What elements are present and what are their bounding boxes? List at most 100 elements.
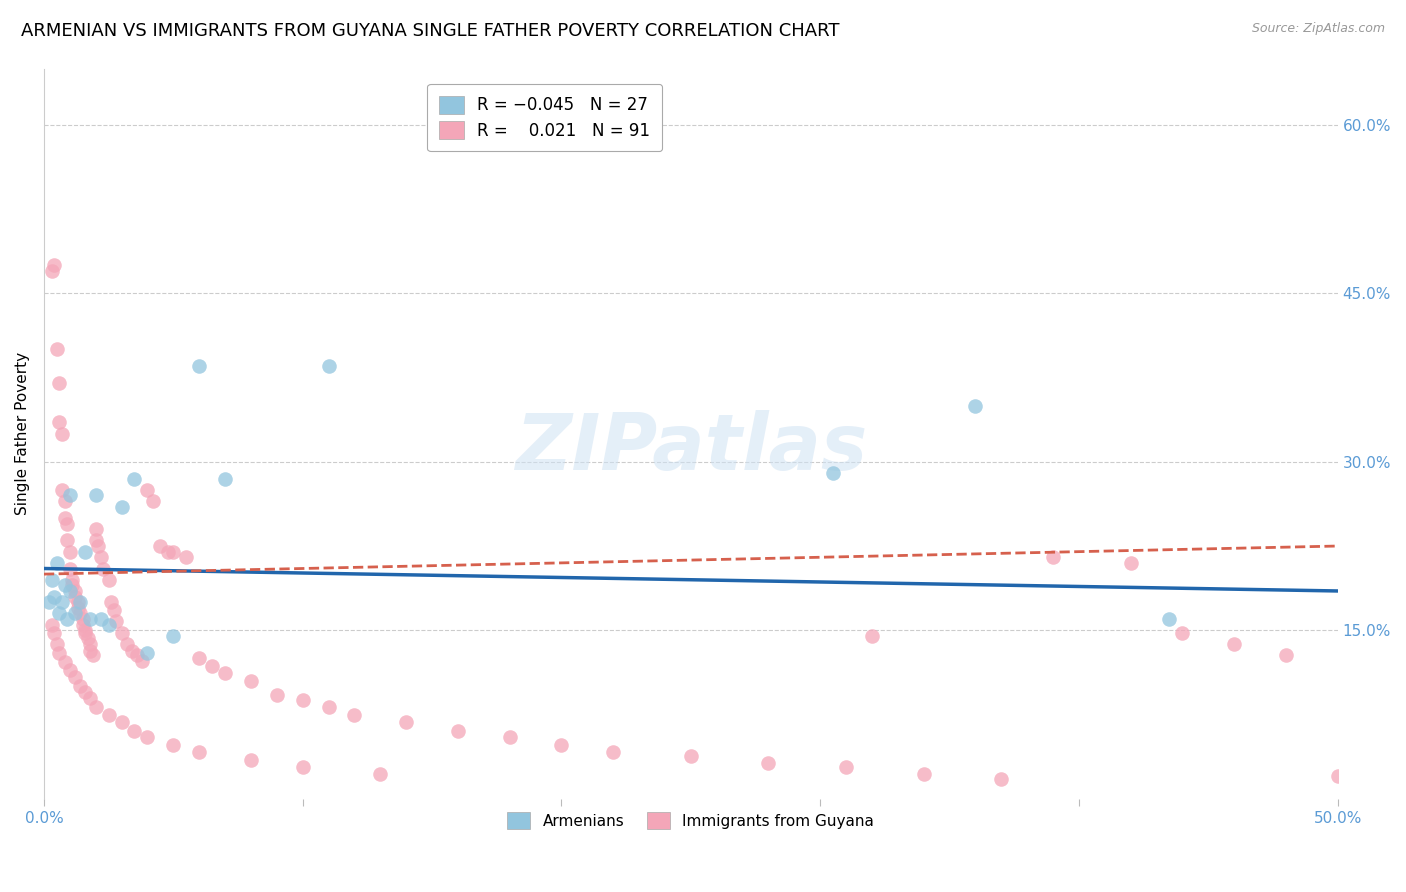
Point [69, 680, 91, 694]
Point [75, 625, 97, 640]
Point [368, 767, 391, 781]
Point [105, 615, 128, 629]
Point [41, 617, 63, 632]
Point [51, 426, 73, 441]
Point [84, 533, 107, 548]
Point [75, 685, 97, 699]
Text: Source: ZipAtlas.com: Source: ZipAtlas.com [1251, 22, 1385, 36]
Point [679, 749, 702, 764]
Point [77, 631, 100, 645]
Point [835, 760, 858, 774]
Point [157, 544, 180, 558]
Point [97, 573, 120, 587]
Point [136, 646, 159, 660]
Point [343, 707, 366, 722]
Point [87, 539, 110, 553]
Point [602, 745, 624, 759]
Point [136, 483, 159, 497]
Point [823, 466, 845, 480]
Point [53, 494, 76, 508]
Point [214, 665, 236, 680]
Point [72, 617, 94, 632]
Point [115, 637, 138, 651]
Point [53, 655, 76, 669]
Point [1119, 556, 1142, 570]
Point [124, 472, 146, 486]
Point [84, 522, 107, 536]
Point [498, 730, 520, 744]
Point [53, 511, 76, 525]
Point [110, 625, 132, 640]
Point [48, 646, 70, 660]
Point [965, 399, 987, 413]
Point [447, 724, 470, 739]
Point [1042, 550, 1064, 565]
Point [75, 544, 97, 558]
Point [63, 584, 86, 599]
Point [110, 500, 132, 514]
Point [44, 590, 66, 604]
Point [69, 607, 91, 621]
Point [860, 629, 883, 643]
Point [239, 752, 262, 766]
Point [103, 603, 125, 617]
Point [72, 612, 94, 626]
Point [60, 573, 83, 587]
Point [990, 772, 1012, 786]
Point [1171, 625, 1194, 640]
Point [48, 416, 70, 430]
Point [90, 550, 112, 565]
Point [395, 715, 418, 730]
Point [188, 651, 211, 665]
Point [59, 544, 82, 558]
Point [69, 595, 91, 609]
Point [79, 637, 101, 651]
Point [131, 654, 153, 668]
Point [125, 648, 148, 662]
Point [291, 693, 314, 707]
Point [174, 550, 197, 565]
Point [100, 595, 122, 609]
Point [41, 573, 63, 587]
Y-axis label: Single Father Poverty: Single Father Poverty [15, 352, 30, 516]
Point [59, 584, 82, 599]
Point [110, 715, 132, 730]
Point [188, 359, 211, 374]
Point [1223, 637, 1246, 651]
Point [318, 359, 340, 374]
Point [66, 595, 89, 609]
Point [162, 738, 184, 752]
Point [56, 612, 79, 626]
Point [48, 607, 70, 621]
Point [82, 648, 104, 662]
Point [188, 745, 211, 759]
Point [59, 488, 82, 502]
Point [51, 595, 73, 609]
Point [124, 724, 146, 739]
Point [84, 699, 107, 714]
Point [162, 629, 184, 643]
Point [318, 699, 340, 714]
Point [79, 690, 101, 705]
Point [90, 612, 112, 626]
Point [162, 544, 184, 558]
Point [912, 767, 935, 781]
Point [56, 533, 79, 548]
Point [239, 673, 262, 688]
Point [93, 561, 115, 575]
Point [59, 663, 82, 677]
Point [97, 707, 120, 722]
Point [44, 258, 66, 272]
Point [56, 516, 79, 531]
Point [136, 730, 159, 744]
Point [51, 483, 73, 497]
Point [59, 561, 82, 575]
Point [84, 488, 107, 502]
Point [38, 595, 60, 609]
Point [149, 539, 172, 553]
Point [45, 556, 67, 570]
Point [201, 659, 224, 673]
Point [79, 612, 101, 626]
Point [550, 738, 572, 752]
Point [63, 671, 86, 685]
